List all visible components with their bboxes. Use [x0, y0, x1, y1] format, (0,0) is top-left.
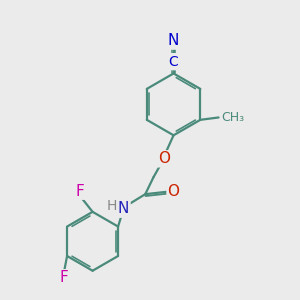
Text: CH₃: CH₃ [221, 111, 244, 124]
Text: N: N [168, 33, 179, 48]
Text: N: N [118, 201, 129, 216]
Text: F: F [76, 184, 84, 199]
Text: C: C [169, 55, 178, 69]
Text: O: O [168, 184, 180, 199]
Text: F: F [60, 270, 68, 285]
Text: O: O [158, 151, 170, 166]
Text: H: H [107, 199, 118, 213]
